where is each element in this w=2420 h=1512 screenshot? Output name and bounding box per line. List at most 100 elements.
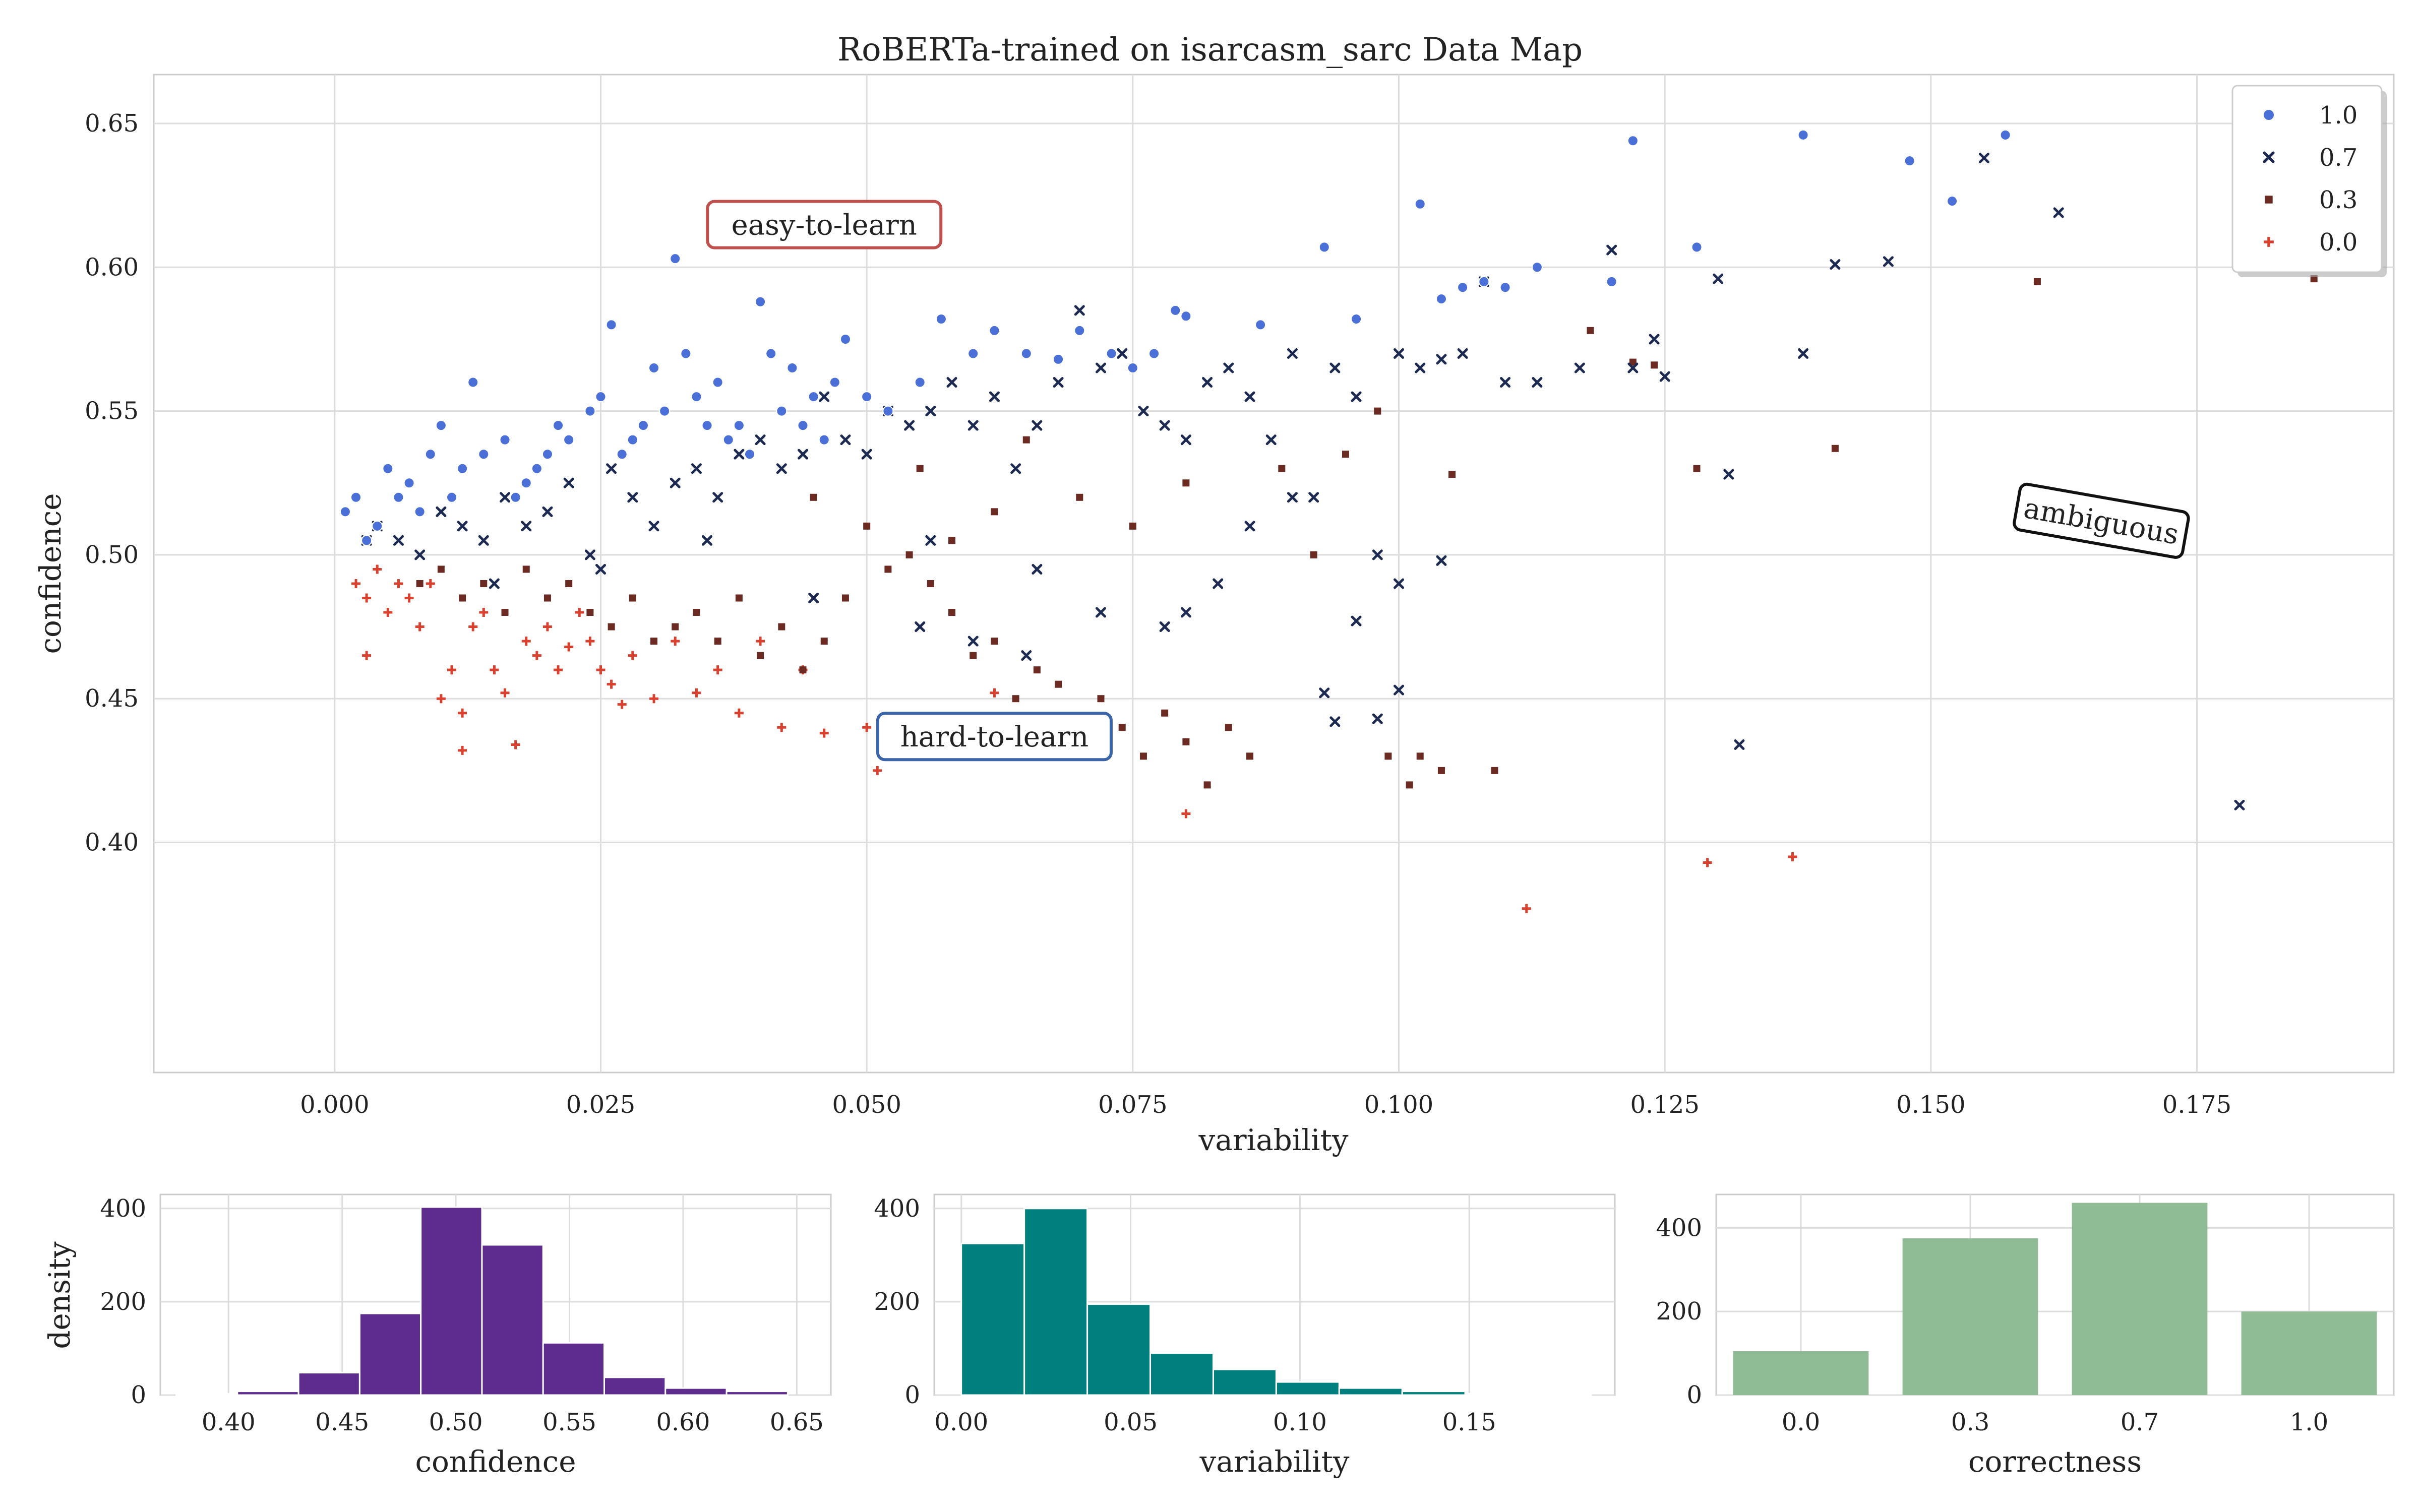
data-point [521,521,532,532]
legend-entry-label: 0.0 [2319,228,2357,257]
y-tick-label: 200 [100,1288,146,1316]
data-point [702,535,713,546]
data-point [1319,687,1330,699]
data-point [873,766,882,775]
data-point [757,652,764,659]
data-point [1947,196,1958,207]
x-tick-label: 0.000 [300,1091,369,1119]
data-point [946,377,957,388]
data-point [339,506,351,518]
data-point [1491,767,1498,774]
data-point [1713,273,1724,284]
data-point [1649,334,1660,345]
x-tick-label: 0.10 [1273,1408,1327,1436]
data-point [1351,313,1362,325]
data-point [1797,129,1809,141]
data-point [531,463,542,474]
data-point [659,405,671,417]
data-point [735,594,743,602]
data-point [989,325,1000,336]
data-point [1161,709,1169,717]
data-point [734,449,745,460]
data-point [829,376,840,388]
data-point [478,449,490,460]
data-point [1180,434,1191,446]
data-point [1181,809,1191,818]
data-point [1329,362,1341,373]
legend-marker [2264,237,2274,247]
data-point [1244,391,1255,402]
data-point [756,637,765,646]
data-point [1127,362,1138,374]
data-point [616,449,628,460]
data-point [691,391,702,403]
x-tick-label: 0.65 [770,1408,824,1436]
histogram-bars [960,1208,1592,1396]
correctness-bar-chart: 0.0 0.3 0.7 1.0 0 200 400 correctness [1656,1193,2395,1479]
data-point [819,391,830,402]
data-point [1415,362,1426,373]
data-point [637,420,649,431]
data-point [459,594,466,602]
data-point [596,665,606,675]
histogram-bar [664,1387,728,1396]
data-point [1096,607,1107,618]
x-tick-label: 0.175 [2162,1091,2231,1119]
y-tick-label: 0.40 [85,829,139,857]
histogram-bars [175,1206,789,1396]
y-tick-label: 200 [1656,1297,1702,1326]
data-point [915,621,926,633]
data-point [1053,353,1064,365]
data-point [755,296,766,307]
data-point [722,434,734,446]
data-point [1478,276,1490,287]
x-axis-label: variability [1198,1123,1348,1157]
data-point [991,638,998,645]
data-point [426,579,435,588]
data-point [798,449,809,460]
y-tick-label: 0.50 [85,541,139,569]
data-point [458,745,467,755]
y-tick-label: 0.55 [85,397,139,425]
data-point [808,593,819,603]
data-point [1723,469,1734,480]
data-point [585,637,595,646]
data-point [500,688,510,698]
data-point [351,579,361,588]
data-point [1182,479,1190,487]
data-point [629,594,636,602]
histogram-bar [1275,1381,1340,1396]
region-annotations: easy-to-learn hard-to-learn ambiguous [706,200,2190,762]
y-tick-label: 0.45 [85,684,139,713]
data-point [1978,152,1989,163]
x-tick-label: 0.55 [542,1408,596,1436]
data-point [501,609,509,616]
data-point [435,420,447,431]
data-point [967,420,979,431]
x-tick-labels: 0.40 0.45 0.50 0.55 0.60 0.65 [202,1408,824,1436]
y-tick-labels: 0.40 0.45 0.50 0.55 0.60 0.65 [85,109,139,857]
data-point [1703,858,1712,867]
data-point [905,551,913,558]
data-point [500,492,511,503]
data-point [1659,371,1670,382]
data-point [1394,578,1405,589]
data-point [1020,348,1032,359]
data-point [734,708,744,718]
data-point [810,493,817,501]
data-point [436,694,446,704]
y-tick-label: 0.65 [85,109,139,138]
x-tick-label: 0.05 [1104,1408,1158,1436]
data-point [563,477,574,488]
x-tick-labels: 0.000 0.025 0.050 0.075 0.100 0.125 0.150 0.175 [300,1091,2231,1119]
histogram-bar [1212,1368,1277,1396]
data-point [595,391,607,403]
x-tick-label: 0.50 [429,1408,483,1436]
x-tick-label: 0.050 [832,1091,901,1119]
data-point [447,665,456,675]
data-point [554,665,563,675]
data-point [1606,276,1617,287]
data-point [361,535,373,546]
bar [2241,1311,2377,1395]
data-point [414,549,426,560]
